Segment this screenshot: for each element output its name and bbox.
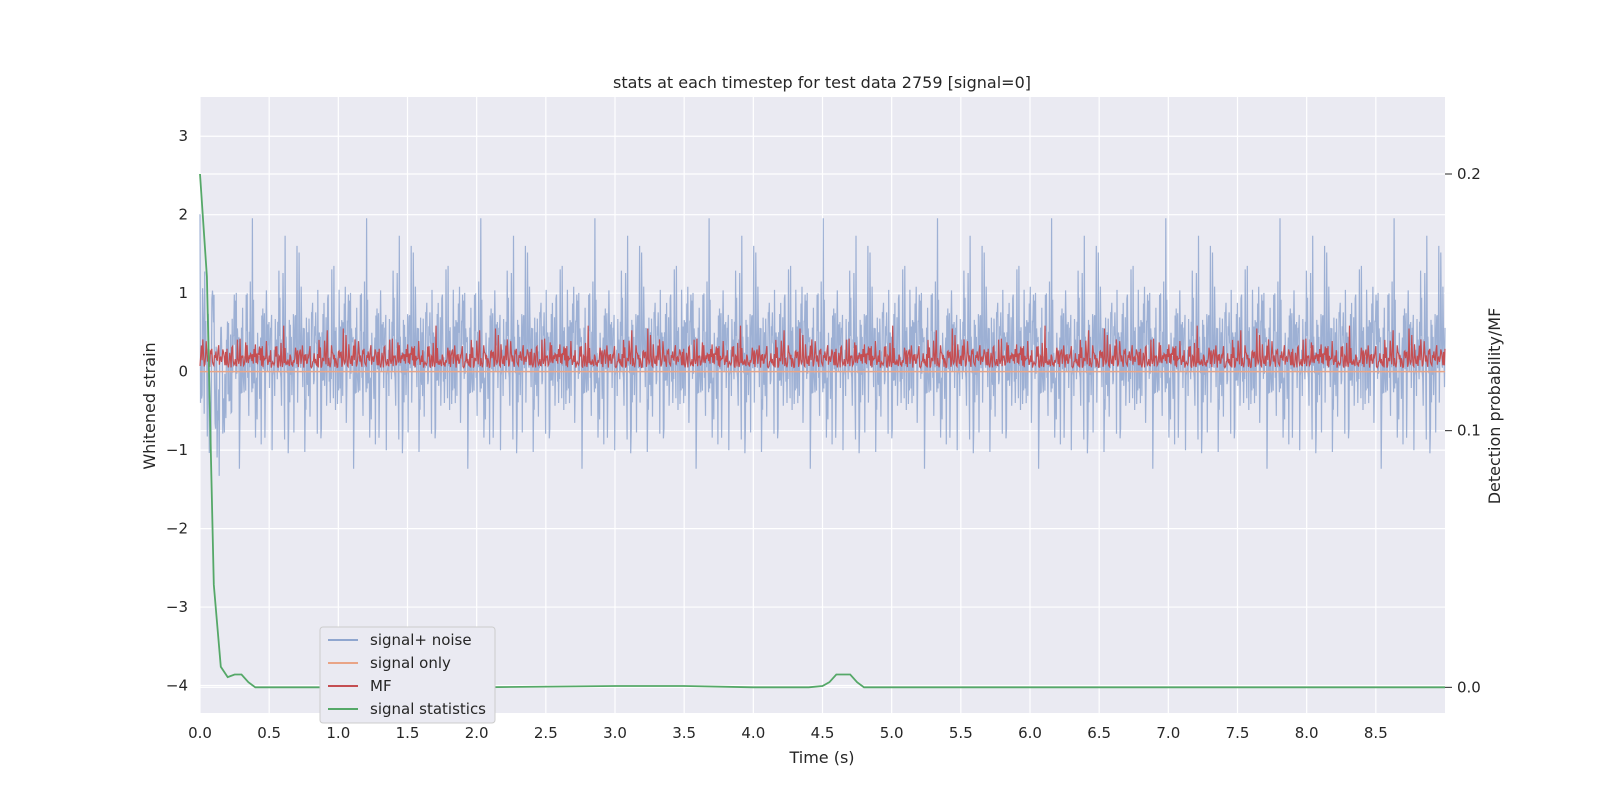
y-tick-label: −4: [166, 677, 188, 695]
y-tick-label: 2: [178, 206, 188, 224]
x-tick-label: 2.0: [465, 724, 489, 742]
x-tick-label: 0.5: [257, 724, 281, 742]
legend: signal+ noise signal only MF signal stat…: [319, 626, 496, 724]
y2-tick-label: 0.1: [1457, 422, 1481, 440]
x-tick-label: 1.0: [326, 724, 350, 742]
x-tick-label: 4.0: [741, 724, 765, 742]
plot-series: [199, 173, 1446, 689]
legend-label-noise: signal+ noise: [370, 631, 472, 649]
x-tick-label: 6.5: [1087, 724, 1111, 742]
legend-label-signal: signal only: [370, 654, 451, 672]
y-tick-label: 0: [178, 363, 188, 381]
chart-title: stats at each timestep for test data 275…: [613, 73, 1031, 92]
legend-label-mf: MF: [370, 677, 392, 695]
x-tick-label: 6.0: [1018, 724, 1042, 742]
legend-label-stats: signal statistics: [370, 700, 486, 718]
x-tick-label: 4.5: [811, 724, 835, 742]
x-tick-label: 7.0: [1156, 724, 1180, 742]
x-tick-label: 5.5: [949, 724, 973, 742]
y-axis-label: Whitened strain: [140, 342, 159, 469]
x-tick-label: 2.5: [534, 724, 558, 742]
x-tick-label: 8.0: [1295, 724, 1319, 742]
y2-tick-label: 0.2: [1457, 165, 1481, 183]
x-axis-ticks: 0.0 0.5 1.0 1.5 2.0 2.5 3.0 3.5 4.0 4.5 5.0 5.5 6.0 6…: [188, 724, 1388, 742]
y-tick-label: 1: [178, 284, 188, 302]
y2-axis-label: Detection probability/MF: [1485, 308, 1504, 505]
series-mf: [199, 325, 1446, 369]
y-tick-label: −1: [166, 441, 188, 459]
x-tick-label: 5.0: [880, 724, 904, 742]
x-tick-label: 8.5: [1364, 724, 1388, 742]
y-axis-ticks: 3 2 1 0 −1 −2 −3 −4: [166, 127, 188, 694]
x-tick-label: 0.0: [188, 724, 212, 742]
x-tick-label: 7.5: [1226, 724, 1250, 742]
series-signal-statistics: [199, 173, 1445, 689]
y2-tick-label: 0.0: [1457, 678, 1481, 696]
y2-axis-ticks: 0.2 0.1 0.0: [1445, 165, 1481, 696]
y-tick-label: 3: [178, 127, 188, 145]
y-tick-label: −3: [166, 598, 188, 616]
legend-box: [319, 626, 496, 724]
x-tick-label: 3.0: [603, 724, 627, 742]
y-tick-label: −2: [166, 520, 188, 538]
x-axis-label: Time (s): [788, 748, 854, 767]
x-tick-label: 1.5: [396, 724, 420, 742]
x-tick-label: 3.5: [672, 724, 696, 742]
series-signal-noise: [199, 214, 1446, 476]
